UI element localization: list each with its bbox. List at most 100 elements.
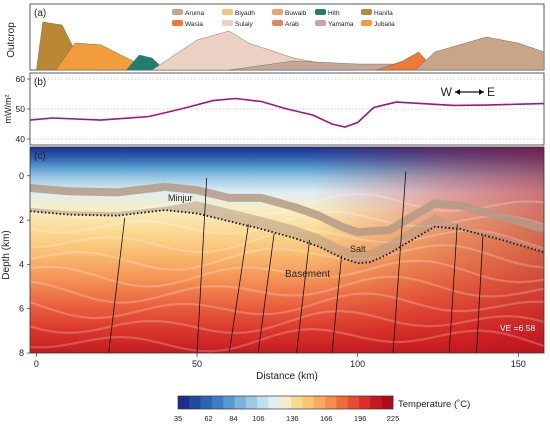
vertical-exaggeration-label: VE =6.58 bbox=[500, 323, 535, 333]
colorbar-ticks: 35 62 84 106 136 166 196 225 bbox=[174, 414, 399, 423]
legend-swatch-buwaib bbox=[272, 9, 283, 15]
colorbar-cell bbox=[189, 396, 201, 409]
colorbar-cell bbox=[200, 396, 213, 409]
legend-label-buwaib: Buwaib bbox=[285, 10, 307, 17]
panel-c: (c) Minjur Salt Basement VE =6.58 Depth … bbox=[1, 146, 545, 382]
panel-c-letter: (c) bbox=[34, 151, 46, 162]
colorbar-cell bbox=[234, 396, 247, 409]
panel-c-frame bbox=[29, 146, 545, 354]
outcrop-layers bbox=[36, 21, 544, 70]
colorbar-cell bbox=[279, 396, 292, 409]
salt-layer bbox=[30, 201, 544, 264]
east-label: E bbox=[487, 85, 495, 99]
colorbar-tick-label: 106 bbox=[252, 414, 265, 423]
west-label: W bbox=[441, 85, 453, 99]
panel-a-ylabel: Outcrop bbox=[6, 22, 17, 58]
ytick-label: 4 bbox=[19, 259, 24, 269]
outcrop-hith bbox=[126, 54, 166, 70]
minjur-label: Minjur bbox=[168, 193, 193, 203]
legend-swatch-biyadh bbox=[222, 9, 233, 15]
colorbar-cell bbox=[325, 396, 337, 409]
fault-line bbox=[196, 177, 208, 353]
fault-line bbox=[228, 224, 249, 353]
isotherm-contour bbox=[30, 244, 544, 271]
isotherm-contour bbox=[30, 292, 544, 320]
colorbar-tick-label: 196 bbox=[354, 414, 367, 423]
legend-swatch-hith bbox=[315, 9, 326, 15]
colorbar-cell bbox=[381, 396, 394, 409]
outcrop-sulaiy bbox=[151, 30, 358, 70]
legend-label-aruma: Aruma bbox=[185, 10, 205, 17]
outcrop-legend: Aruma Biyadh Buwaib Hith Hanifa Wasia Sulaiy Ar… bbox=[172, 9, 395, 28]
colorbar: 35 62 84 106 136 166 196 225 Temperature (˚C) bbox=[174, 395, 470, 423]
panel-b: (b) mW/m² 60 50 40 W E bbox=[3, 72, 545, 146]
colorbar-tick-label: 84 bbox=[229, 414, 237, 423]
isotherm-contour bbox=[30, 275, 544, 304]
fault-line bbox=[331, 255, 343, 353]
direction-indicator: W E bbox=[441, 85, 495, 99]
basement-top-line bbox=[30, 209, 544, 265]
colorbar-cell bbox=[313, 396, 326, 409]
xtick-label: 100 bbox=[350, 359, 365, 369]
colorbar-cell bbox=[178, 396, 190, 409]
isotherm-contour bbox=[30, 259, 544, 288]
colorbar-cell bbox=[359, 396, 371, 409]
xtick-label: 50 bbox=[192, 359, 202, 369]
panel-b-ylabel: mW/m² bbox=[3, 95, 13, 124]
legend-swatch-jubaila bbox=[361, 20, 372, 26]
colorbar-cell bbox=[245, 396, 258, 409]
colorbar-cell bbox=[223, 396, 235, 409]
isotherm-bands bbox=[30, 192, 544, 353]
legend-label-wasia: Wasia bbox=[185, 21, 203, 28]
colorbar-cells bbox=[178, 396, 394, 409]
faults bbox=[108, 171, 484, 353]
colorbar-cell bbox=[336, 396, 349, 409]
panel-a-letter: (a) bbox=[34, 8, 46, 19]
isotherm-contour bbox=[30, 210, 544, 235]
colorbar-cell bbox=[370, 396, 382, 409]
legend-label-hanifa: Hanifa bbox=[374, 10, 393, 17]
isotherm-contour bbox=[30, 327, 544, 353]
colorbar-tick-label: 166 bbox=[320, 414, 333, 423]
colorbar-tick-label: 136 bbox=[286, 414, 299, 423]
panel-b-letter: (b) bbox=[34, 77, 46, 88]
ytick-label: 50 bbox=[16, 104, 26, 114]
colorbar-tick-label: 62 bbox=[204, 414, 212, 423]
colorbar-cell bbox=[257, 396, 269, 409]
legend-swatch-arab bbox=[272, 20, 283, 26]
outcrop-aruma bbox=[415, 36, 544, 70]
ytick-label: 8 bbox=[19, 348, 24, 358]
legend-label-sulaiy: Sulaiy bbox=[235, 21, 253, 28]
panel-c-ylabel: Depth (km) bbox=[1, 230, 12, 279]
colorbar-cell bbox=[302, 396, 315, 409]
colorbar-frame bbox=[177, 395, 394, 410]
legend-swatch-aruma bbox=[172, 9, 183, 15]
ytick-label: 60 bbox=[16, 74, 26, 84]
colorbar-cell bbox=[347, 396, 360, 409]
colorbar-title: Temperature (˚C) bbox=[398, 399, 470, 410]
legend-label-biyadh: Biyadh bbox=[235, 10, 255, 17]
outcrop-hanifa bbox=[36, 21, 101, 70]
panel-a: (a) Outcrop Aruma Biyadh Buwaib Hith Hanifa W… bbox=[6, 3, 545, 71]
salt-label: Salt bbox=[350, 244, 366, 254]
xtick-label: 150 bbox=[511, 359, 526, 369]
fault-line bbox=[296, 239, 310, 353]
colorbar-cell bbox=[268, 396, 281, 409]
ytick-label: 40 bbox=[16, 134, 26, 144]
ytick-label: 6 bbox=[19, 304, 24, 314]
legend-swatch-wasia bbox=[172, 20, 183, 26]
legend-swatch-sulaiy bbox=[222, 20, 233, 26]
minjur-layer bbox=[30, 182, 544, 237]
fault-line bbox=[392, 171, 407, 353]
panel-b-yticks: 60 50 40 bbox=[16, 74, 30, 144]
colorbar-cell bbox=[291, 396, 303, 409]
xtick-label: 0 bbox=[34, 359, 39, 369]
legend-label-jubaila: Jubaila bbox=[374, 21, 395, 28]
panel-c-xticks: 0 50 100 150 bbox=[34, 353, 526, 369]
colorbar-tick-label: 225 bbox=[387, 414, 400, 423]
fault-line bbox=[108, 217, 126, 353]
ytick-label: 2 bbox=[19, 215, 24, 225]
legend-swatch-yamama bbox=[315, 20, 326, 26]
fault-line bbox=[476, 235, 484, 353]
